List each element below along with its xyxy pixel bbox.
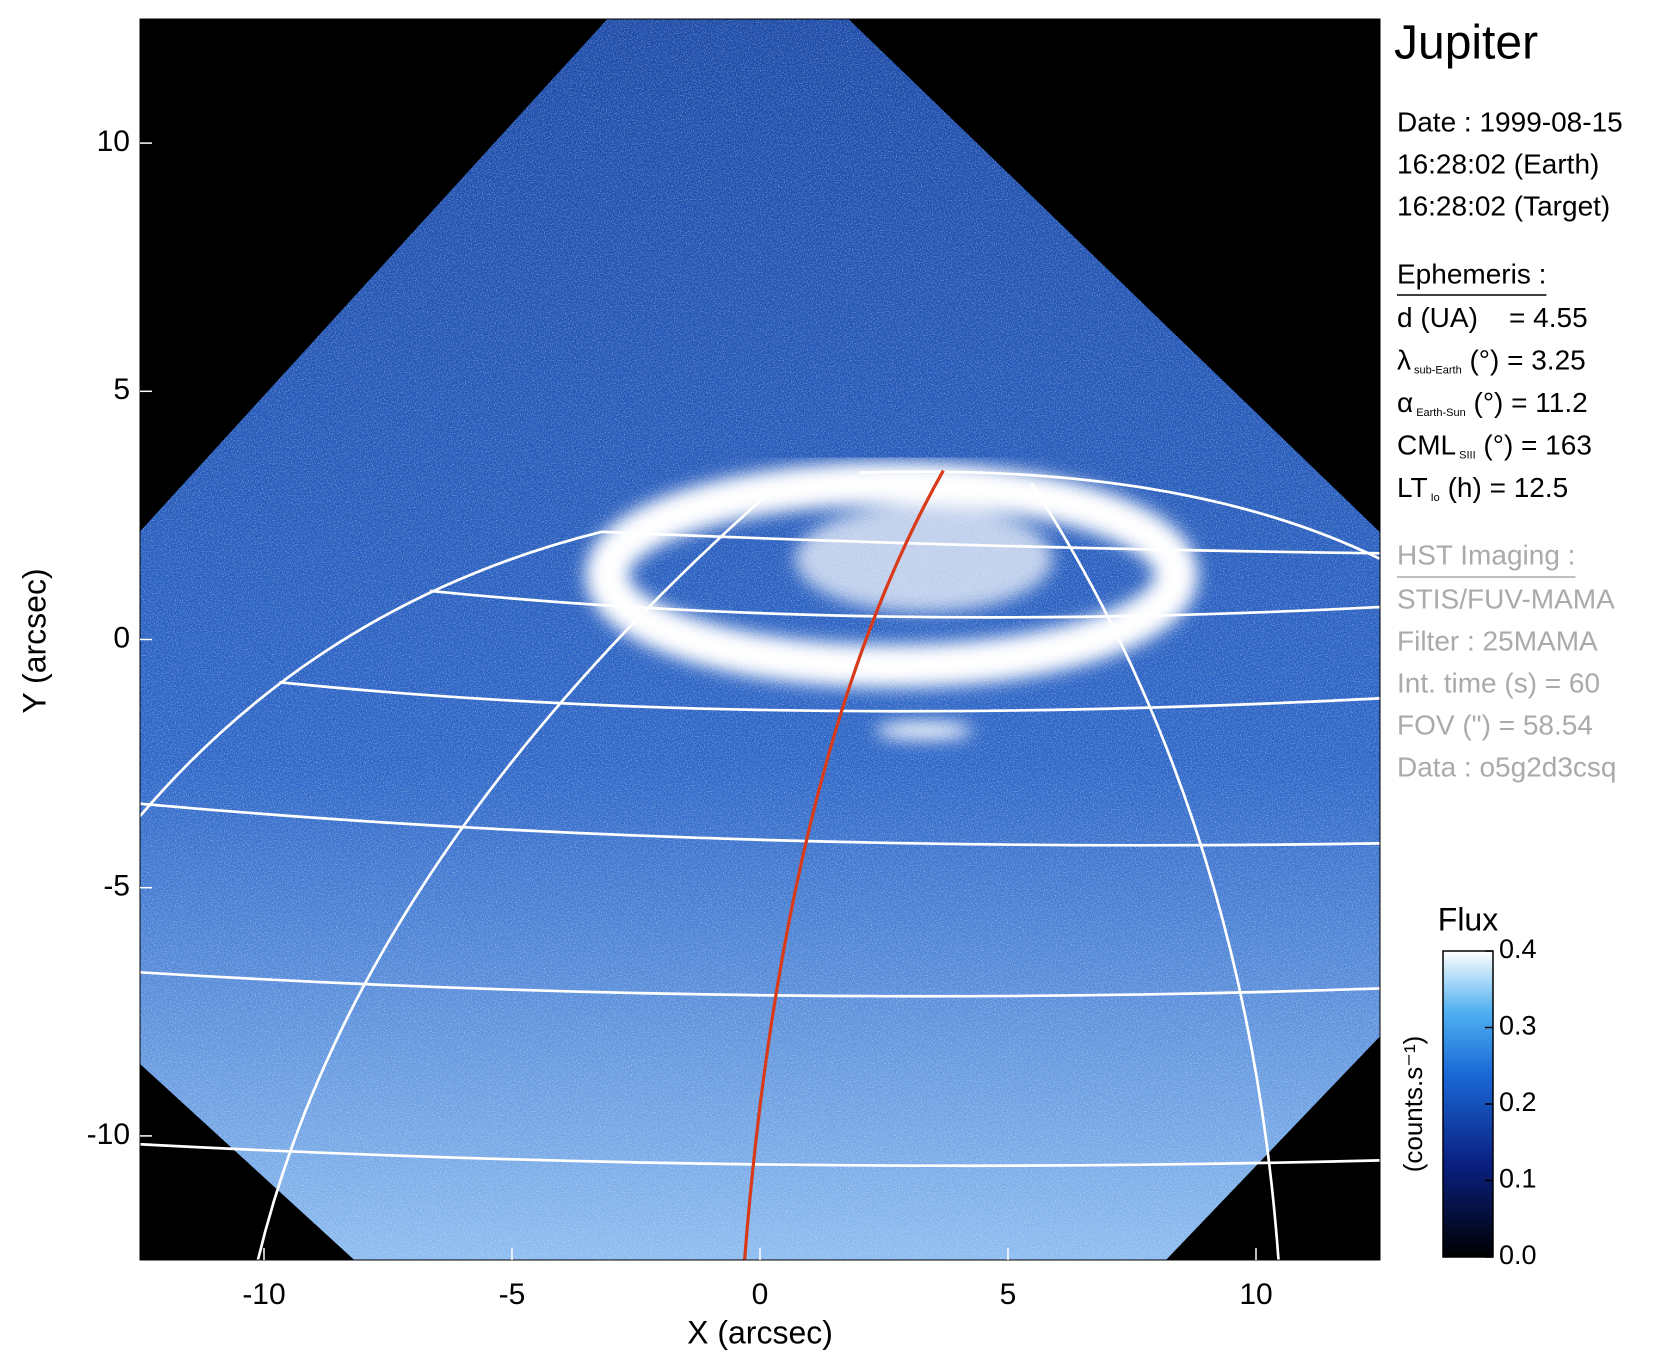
meridian-line [742,469,945,1261]
ephemeris-text: (°) = 163 [1476,430,1592,461]
ephemeris-line: d (UA) = 4.55 [1397,302,1588,333]
aurora [585,461,1198,740]
x-axis-label: X (arcsec) [687,1314,833,1350]
y-tick-label: -5 [103,870,130,903]
x-tick-label: 0 [752,1278,769,1311]
date-line: 16:28:02 (Earth) [1397,148,1599,179]
hst-line: Filter : 25MAMA [1397,625,1598,656]
ephemeris-symbol: CML [1397,430,1456,461]
ephemeris-line: LT Io (h) = 12.5 [1397,472,1568,504]
ephemeris-subscript: Earth-Sun [1416,407,1466,419]
colorbar-tick-label: 0.4 [1499,934,1537,964]
hst-line: Int. time (s) = 60 [1397,667,1600,698]
hst-line: FOV (") = 58.54 [1397,709,1593,740]
ephemeris-line: α Earth-Sun (°) = 11.2 [1397,387,1588,419]
x-tick-label: -5 [499,1278,526,1311]
date-line: 16:28:02 (Target) [1397,190,1610,221]
coordinate-grid [139,470,1380,1261]
date-line: Date : 1999-08-15 [1397,106,1623,137]
y-tick-label: 5 [113,373,130,406]
colorbar [1442,950,1493,1257]
x-tick-label: -10 [242,1278,285,1311]
colorbar-tick-label: 0.1 [1499,1164,1537,1194]
ephemeris-text: (°) = 3.25 [1462,345,1586,376]
ephemeris-subscript: SIII [1459,449,1476,461]
image-plot [139,19,1493,1261]
colorbar-label: (counts.s⁻¹) [1398,1036,1428,1173]
ephemeris-symbol: λ [1397,345,1411,376]
hst-line: Data : o5g2d3csq [1397,751,1617,782]
ephemeris-title: Ephemeris : [1397,258,1546,289]
y-tick-label: 10 [97,125,130,158]
x-tick-label: 5 [1000,1278,1017,1311]
colorbar-tick-label: 0.3 [1499,1011,1537,1041]
y-tick-label: -10 [87,1118,130,1151]
ephemeris-symbol: α [1397,387,1413,418]
hst-line: STIS/FUV-MAMA [1397,583,1615,614]
y-axis-label: Y (arcsec) [16,568,52,713]
x-tick-label: 10 [1239,1278,1272,1311]
ephemeris-text: (°) = 11.2 [1466,387,1588,418]
ephemeris-symbol: LT [1397,472,1428,503]
colorbar-title: Flux [1438,901,1498,937]
ephemeris-text: (h) = 12.5 [1440,472,1568,503]
colorbar-tick-label: 0.2 [1499,1087,1537,1117]
ephemeris-subscript: Io [1431,492,1440,504]
ephemeris-subscript: sub-Earth [1414,364,1462,376]
chart-title: Jupiter [1394,17,1538,70]
ephemeris-text: d (UA) = 4.55 [1397,302,1588,333]
colorbar-tick-label: 0.0 [1499,1240,1537,1270]
ephemeris-line: λ sub-Earth (°) = 3.25 [1397,345,1586,377]
ephemeris-line: CML SIII (°) = 163 [1397,430,1592,462]
hst-title: HST Imaging : [1397,539,1575,570]
y-tick-label: 0 [113,621,130,654]
